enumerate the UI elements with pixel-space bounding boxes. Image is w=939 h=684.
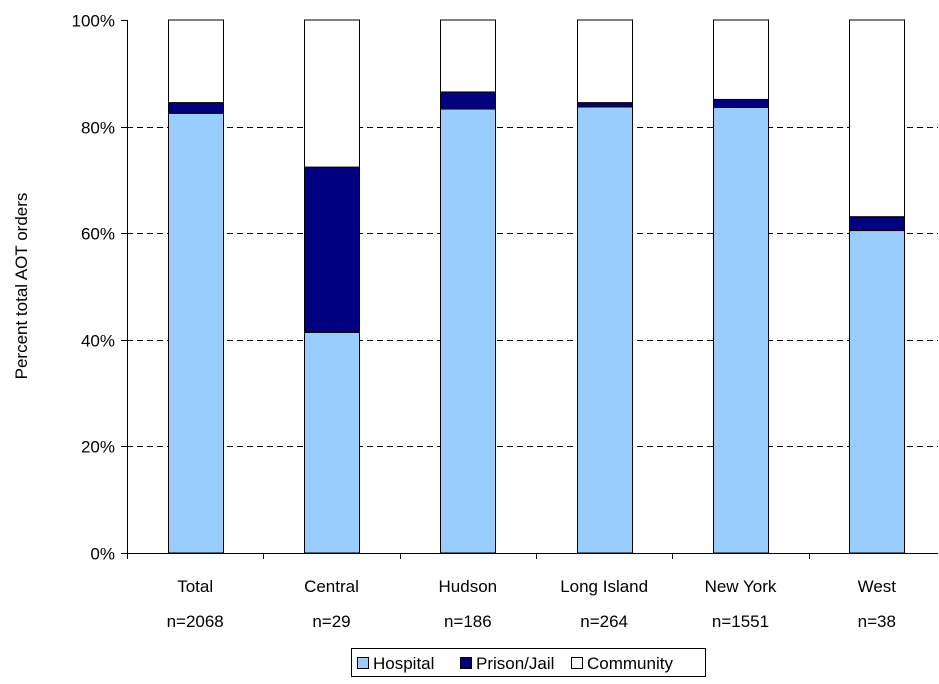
axes xyxy=(121,20,938,559)
x-category-sublabel: n=29 xyxy=(312,612,350,631)
x-category-sublabel: n=264 xyxy=(580,612,628,631)
bar-segment-hospital xyxy=(713,106,769,554)
legend-swatch xyxy=(357,657,369,669)
bar-segment-community xyxy=(849,19,905,218)
x-category-sublabel: n=1551 xyxy=(712,612,769,631)
x-category-label: New York xyxy=(705,577,777,596)
y-axis-title: Percent total AOT orders xyxy=(12,193,31,380)
bar-segment-community xyxy=(168,19,224,104)
bars xyxy=(168,19,905,554)
x-category-sublabel: n=2068 xyxy=(167,612,224,631)
x-category-label: Hudson xyxy=(439,577,498,596)
bar-segment-hospital xyxy=(577,106,633,554)
legend-label: Prison/Jail xyxy=(476,654,554,673)
bar-segment-prison-jail xyxy=(440,91,496,110)
gridlines xyxy=(127,127,938,447)
bar-segment-prison-jail xyxy=(577,102,633,108)
x-category-sublabel: n=38 xyxy=(858,612,896,631)
y-tick-label: 100% xyxy=(72,12,115,31)
y-tick-label: 60% xyxy=(81,225,115,244)
bar-segment-prison-jail xyxy=(849,216,905,232)
y-tick-labels: 0% 20% 40% 60% 80% 100% xyxy=(72,12,115,564)
legend-box xyxy=(351,648,706,677)
legend-swatch xyxy=(460,657,472,669)
legend-label: Community xyxy=(587,654,673,673)
bar-segment-community xyxy=(577,19,633,104)
bar-segment-hospital xyxy=(440,108,496,554)
x-category-label: Central xyxy=(304,577,359,596)
legend: Hospital Prison/Jail Community xyxy=(351,648,706,677)
y-tick-label: 40% xyxy=(81,332,115,351)
y-tick-label: 20% xyxy=(81,438,115,457)
legend-label: Hospital xyxy=(373,654,434,673)
y-tick-label: 0% xyxy=(90,545,115,564)
bar-segment-community xyxy=(440,19,496,93)
x-category-label: Long Island xyxy=(560,577,648,596)
y-tick-label: 80% xyxy=(81,119,115,138)
bar-segment-hospital xyxy=(849,230,905,554)
x-category-labels: Total n=2068 Central n=29 Hudson n=186 Long Is… xyxy=(167,577,897,631)
x-category-sublabel: n=186 xyxy=(444,612,492,631)
legend-swatch xyxy=(571,657,583,669)
bar-segment-hospital xyxy=(168,112,224,554)
bar-segment-community xyxy=(304,19,360,168)
bar-segment-hospital xyxy=(304,331,360,554)
bar-segment-prison-jail xyxy=(713,98,769,108)
bar-segment-community xyxy=(713,19,769,100)
bar-segment-prison-jail xyxy=(168,102,224,114)
x-category-label: West xyxy=(858,577,897,596)
bar-segment-prison-jail xyxy=(304,166,360,333)
x-category-label: Total xyxy=(177,577,213,596)
